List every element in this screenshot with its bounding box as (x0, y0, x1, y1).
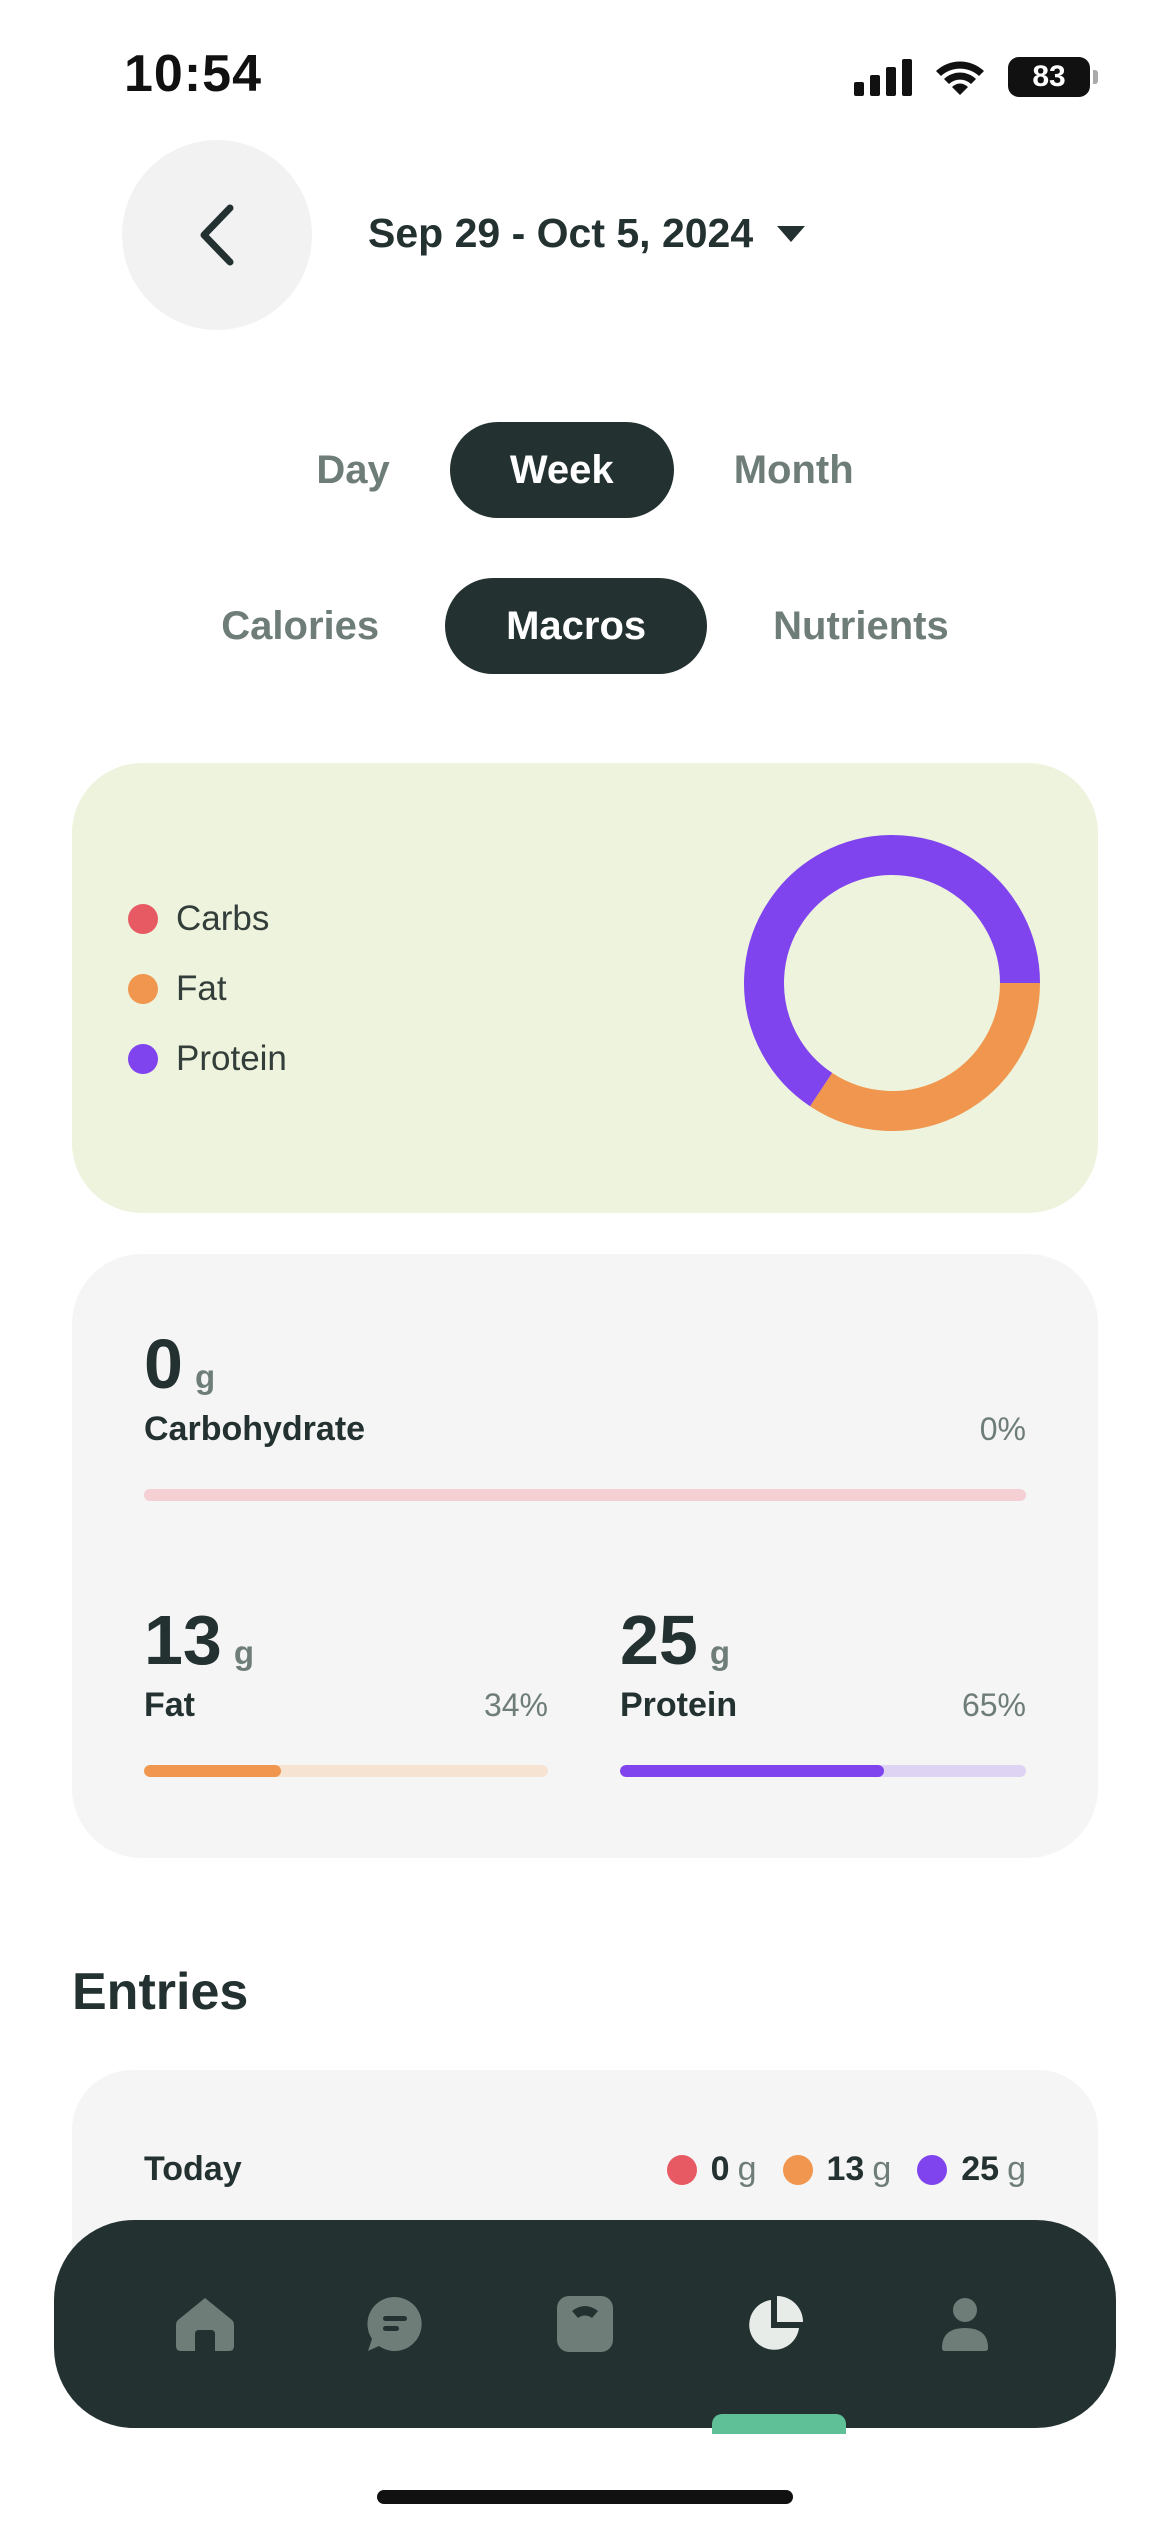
home-indicator (377, 2490, 793, 2504)
protein-label: Protein (620, 1686, 738, 1724)
tab-month[interactable]: Month (733, 447, 854, 492)
fat-percent: 34% (483, 1687, 548, 1723)
chat-icon (367, 2296, 422, 2351)
back-button[interactable] (122, 140, 312, 330)
entry-fat-dot (782, 2154, 813, 2185)
macro-breakdown-card: 0 g Carbohydrate 0% 13 g Fat 34% 25 g Pr… (72, 1254, 1098, 1858)
carbohydrate-unit: g (194, 1358, 216, 1395)
protein-progress-track (620, 1765, 1026, 1777)
entry-carbs-value: 0 (710, 2150, 730, 2188)
carbohydrate-progress-track (144, 1489, 1026, 1501)
carbohydrate-label: Carbohydrate (144, 1410, 366, 1448)
nav-home[interactable] (155, 2274, 255, 2374)
macro-fat: 13 g Fat 34% (144, 1600, 548, 1777)
legend-dot-fat (128, 974, 158, 1004)
nav-profile[interactable] (915, 2274, 1015, 2374)
entry-macros: 0 g 13 g 25 g (666, 2150, 1026, 2189)
status-time: 10:54 (124, 45, 262, 103)
legend-item-protein: Protein (128, 1039, 287, 1078)
entries-title: Entries (72, 1963, 249, 2021)
fat-progress-fill (144, 1765, 282, 1777)
macro-carbohydrate: 0 g Carbohydrate 0% (144, 1324, 1026, 1501)
nav-chat[interactable] (345, 2274, 445, 2374)
protein-value: 25 (620, 1601, 698, 1679)
carbohydrate-value: 0 (144, 1325, 183, 1403)
legend-dot-carbs (128, 904, 158, 934)
donut-slice-protein (744, 835, 1040, 1107)
legend-label-carbs: Carbs (176, 899, 270, 938)
macro-protein: 25 g Protein 65% (620, 1600, 1026, 1777)
home-icon (176, 2298, 234, 2351)
period-tabs: Day Week Month (0, 422, 1170, 518)
fat-unit: g (233, 1634, 255, 1671)
entry-fat-value: 13 (826, 2150, 865, 2188)
view-tabs: Calories Macros Nutrients (0, 578, 1170, 674)
macro-chart-card: Carbs Fat Protein (72, 763, 1098, 1213)
legend-item-carbs: Carbs (128, 899, 287, 938)
tab-week[interactable]: Week (449, 422, 674, 518)
entry-carbs-unit: g (737, 2150, 757, 2188)
chart-legend: Carbs Fat Protein (128, 899, 287, 1078)
entry-row[interactable]: Today 0 g 13 g 25 g (144, 2150, 1026, 2189)
signal-icon (854, 58, 912, 96)
battery-icon: 83 (1008, 57, 1098, 97)
status-icons: 83 (854, 55, 1098, 99)
entry-date: Today (144, 2150, 242, 2188)
legend-label-protein: Protein (176, 1039, 287, 1078)
bottom-nav (54, 2220, 1116, 2428)
date-range-selector[interactable]: Sep 29 - Oct 5, 2024 (368, 210, 807, 257)
battery-level: 83 (1032, 60, 1066, 93)
tab-calories[interactable]: Calories (221, 603, 380, 648)
protein-percent: 65% (961, 1687, 1026, 1723)
tab-nutrients[interactable]: Nutrients (773, 603, 949, 648)
wifi-icon (936, 61, 984, 95)
fat-label: Fat (144, 1686, 195, 1724)
protein-progress-fill (620, 1765, 884, 1777)
tab-macros[interactable]: Macros (445, 578, 708, 674)
entry-protein-value: 25 (961, 2150, 1000, 2188)
carbohydrate-percent: 0% (979, 1411, 1026, 1447)
entry-fat: 13 g (782, 2150, 892, 2189)
entry-carbs-dot (666, 2154, 697, 2185)
date-range-label: Sep 29 - Oct 5, 2024 (368, 210, 754, 256)
entry-protein-dot (917, 2154, 948, 2185)
entry-carbs: 0 g (666, 2150, 757, 2189)
nav-insights[interactable] (725, 2274, 825, 2374)
entry-fat-unit: g (872, 2150, 892, 2188)
caret-down-icon (777, 225, 806, 242)
legend-item-fat: Fat (128, 969, 287, 1008)
protein-unit: g (709, 1634, 731, 1671)
donut-slice-fat (810, 982, 1040, 1131)
entry-protein: 25 g (917, 2150, 1026, 2189)
nav-scale[interactable] (535, 2274, 635, 2374)
fat-value: 13 (144, 1601, 222, 1679)
fat-progress-track (144, 1765, 548, 1777)
legend-label-fat: Fat (176, 969, 227, 1008)
pie-chart-icon (749, 2296, 803, 2350)
profile-icon (942, 2298, 988, 2351)
chevron-left-icon (200, 204, 234, 266)
entry-protein-unit: g (1007, 2150, 1026, 2188)
nav-active-indicator (712, 2414, 846, 2434)
legend-dot-protein (128, 1044, 158, 1074)
macro-donut-chart (744, 835, 1040, 1131)
scale-icon (557, 2296, 613, 2352)
tab-day[interactable]: Day (316, 447, 390, 492)
